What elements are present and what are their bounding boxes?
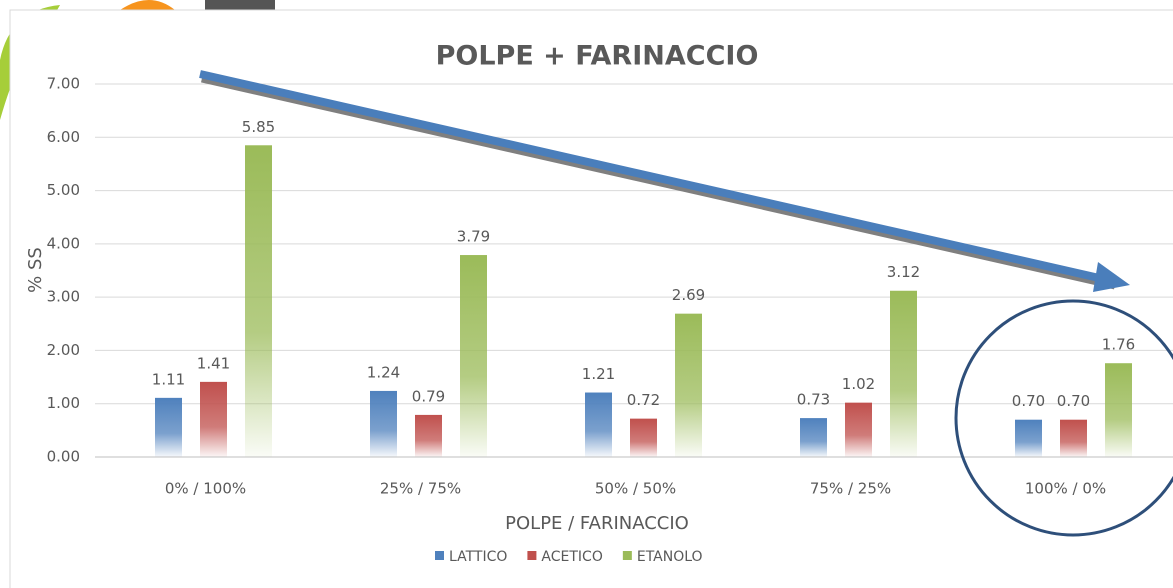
y-tick-label: 5.00 (47, 181, 80, 199)
bar (155, 397, 182, 457)
data-label: 1.24 (367, 363, 400, 381)
bar (845, 402, 872, 457)
data-label: 2.69 (672, 286, 705, 304)
x-tick-label: 0% / 100% (165, 480, 246, 498)
data-label: 0.79 (412, 387, 445, 405)
data-label: 1.11 (152, 370, 185, 388)
bar (1015, 419, 1042, 457)
data-label: 3.79 (457, 228, 490, 246)
bar (370, 390, 397, 457)
data-label: 0.70 (1057, 392, 1090, 410)
x-tick-label: 75% / 25% (810, 480, 891, 498)
x-tick-label: 50% / 50% (595, 480, 676, 498)
chart-title: POLPE + FARINACCIO (436, 41, 759, 72)
y-tick-label: 4.00 (47, 234, 80, 252)
legend-label: LATTICO (449, 549, 507, 565)
y-axis-title: % SS (25, 247, 46, 293)
data-label: 0.70 (1012, 392, 1045, 410)
legend-label: ACETICO (541, 549, 602, 565)
x-tick-label: 25% / 75% (380, 480, 461, 498)
bar (1105, 363, 1132, 457)
bar (675, 313, 702, 457)
bar (245, 145, 272, 457)
y-tick-label: 3.00 (47, 288, 80, 306)
data-label: 1.02 (842, 375, 875, 393)
data-label: 0.73 (797, 391, 830, 409)
y-tick-label: 7.00 (47, 75, 80, 93)
data-label: 1.41 (197, 354, 230, 372)
bar (200, 381, 227, 457)
bar (630, 418, 657, 457)
bar (585, 392, 612, 457)
y-tick-label: 1.00 (47, 394, 80, 412)
y-tick-label: 6.00 (47, 128, 80, 146)
legend-swatch (435, 551, 444, 560)
data-label: 1.76 (1102, 336, 1135, 354)
annotations (199, 70, 1173, 537)
data-label: 0.72 (627, 391, 660, 409)
data-label: 1.21 (582, 365, 615, 383)
data-label: 3.12 (887, 263, 920, 281)
bar (415, 414, 442, 457)
plot: 0.00 1.00 2.00 3.00 4.00 5.00 6.00 7.00 0% / 100… (47, 75, 1173, 565)
bar (460, 255, 487, 457)
x-axis-title: POLPE / FARINACCIO (505, 513, 689, 534)
legend-swatch (527, 551, 537, 560)
legend-label: ETANOLO (637, 549, 703, 565)
data-label: 5.85 (242, 118, 275, 136)
chart-area (9, 9, 1173, 588)
bar (1060, 419, 1087, 457)
bar (890, 290, 917, 457)
y-tick-label: 0.00 (47, 448, 80, 466)
y-tick-label: 2.00 (47, 341, 80, 359)
x-tick-label: 100% / 0% (1025, 480, 1106, 498)
bar (800, 418, 827, 457)
legend-swatch (622, 551, 632, 560)
